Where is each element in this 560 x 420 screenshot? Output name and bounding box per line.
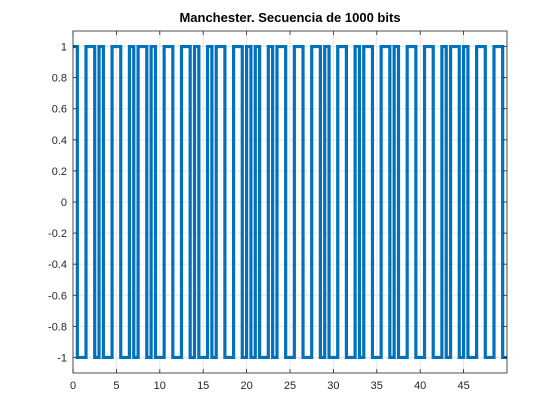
x-tick-label: 45 xyxy=(457,380,469,392)
x-tick-label: 15 xyxy=(197,380,209,392)
x-tick-label: 35 xyxy=(371,380,383,392)
x-tick-label: 0 xyxy=(70,380,76,392)
axis-ticks: 1 0.8 0.6 0.4 0.2 0 -0.2 -0.4 -0.6 -0.8 -1 0 5 10 15 20… xyxy=(48,31,507,392)
x-tick-label: 40 xyxy=(414,380,426,392)
y-tick-label: 0.8 xyxy=(52,73,67,85)
y-tick-label: -0.2 xyxy=(48,228,67,240)
chart-title: Manchester. Secuencia de 1000 bits xyxy=(179,10,400,25)
x-tick-label: 20 xyxy=(240,380,252,392)
y-tick-label: 0 xyxy=(61,197,67,209)
y-tick-label: 0.2 xyxy=(52,166,67,178)
y-tick-label: -0.4 xyxy=(48,259,67,271)
manchester-signal-line xyxy=(73,44,507,360)
x-tick-label: 5 xyxy=(113,380,119,392)
x-tick-label: 10 xyxy=(154,380,166,392)
x-tick-label: 25 xyxy=(284,380,296,392)
y-tick-label: -1 xyxy=(57,352,67,364)
y-tick-label: -0.8 xyxy=(48,321,67,333)
series-layer xyxy=(73,44,507,360)
x-tick-label: 30 xyxy=(327,380,339,392)
y-tick-label: 1 xyxy=(61,42,67,54)
y-tick-label: 0.6 xyxy=(52,104,67,116)
y-tick-label: 0.4 xyxy=(52,135,67,147)
y-tick-label: -0.6 xyxy=(48,290,67,302)
